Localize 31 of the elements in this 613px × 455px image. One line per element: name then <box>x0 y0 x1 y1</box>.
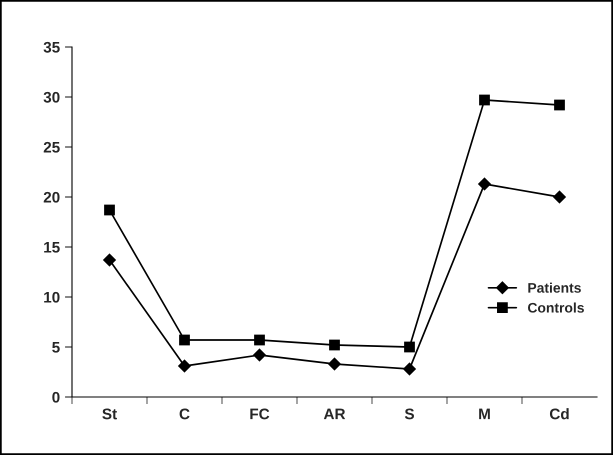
point <box>329 340 340 350</box>
x-tick-label: C <box>180 408 190 420</box>
point <box>179 334 190 346</box>
legend-label: Patients <box>528 282 581 293</box>
point <box>104 204 115 216</box>
point <box>103 254 116 266</box>
point <box>554 100 565 110</box>
point <box>479 94 490 106</box>
point <box>178 360 191 372</box>
legend-label: Controls <box>528 302 584 313</box>
x-tick-label: Cd <box>550 408 569 420</box>
point <box>403 362 416 376</box>
y-tick-label: 0 <box>52 392 60 403</box>
x-tick-label: S <box>404 408 414 420</box>
point <box>478 178 491 190</box>
y-tick-label: 10 <box>44 292 60 303</box>
point <box>553 190 566 204</box>
point <box>253 348 266 362</box>
y-tick-label: 20 <box>44 192 60 203</box>
x-tick-label: AR <box>324 408 346 420</box>
y-tick-label: 35 <box>44 42 60 53</box>
x-tick-label: FC <box>250 408 270 420</box>
y-tick-label: 25 <box>44 142 60 153</box>
y-tick-label: 5 <box>52 342 60 353</box>
y-tick-label: 15 <box>44 242 60 253</box>
x-tick-label: M <box>479 408 490 420</box>
point <box>404 342 415 352</box>
x-tick-label: St <box>102 408 117 420</box>
y-tick-label: 30 <box>44 92 60 103</box>
point <box>328 358 341 370</box>
point <box>254 334 265 346</box>
